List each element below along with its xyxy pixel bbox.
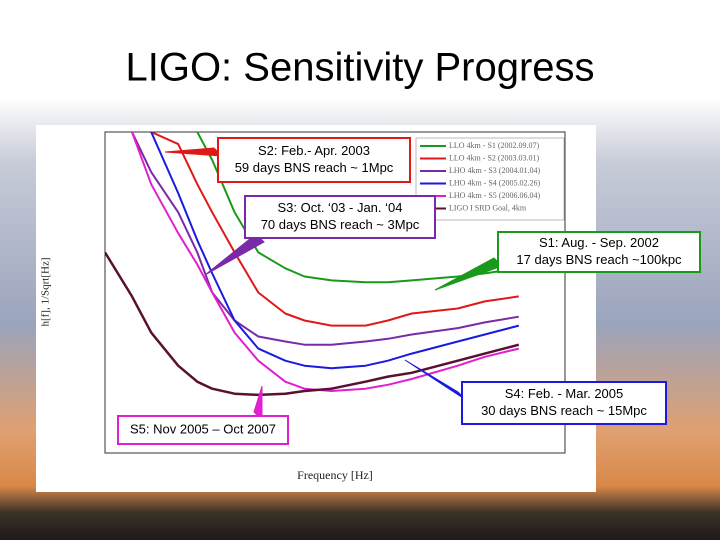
- spectrum-line: [196, 132, 519, 284]
- callout-text: 17 days BNS reach ~100kpc: [516, 252, 682, 267]
- callout-text: S5: Nov 2005 – Oct 2007: [130, 421, 276, 436]
- callout-box: [497, 231, 701, 273]
- callout-text: S4: Feb. - Mar. 2005: [505, 386, 624, 401]
- callout-text: 59 days BNS reach ~ 1Mpc: [235, 160, 394, 175]
- spectrum-line: [105, 251, 520, 397]
- legend-label: LHO 4km - S4 (2005.02.26): [449, 178, 540, 187]
- curves: [105, 132, 520, 397]
- callout-text: S2: Feb.- Apr. 2003: [258, 143, 370, 158]
- spectrum-line: [131, 132, 520, 392]
- y-axis-label: h[f], 1/Sqrt[Hz]: [40, 257, 52, 326]
- legend-label: LLO 4km - S1 (2002.09.07): [449, 141, 540, 150]
- callouts: S2: Feb.- Apr. 2003 59 days BNS reach ~ 1…: [117, 137, 701, 445]
- callout-text: 70 days BNS reach ~ 3Mpc: [261, 217, 420, 232]
- legend-label: LHO 4km - S5 (2006.06.04): [449, 191, 540, 200]
- legend: [415, 137, 565, 221]
- callout-box: [217, 137, 411, 183]
- callout-box: [117, 415, 289, 445]
- plot-frame: [104, 131, 566, 454]
- legend-label: LIGO I SRD Goal, 4km: [449, 203, 527, 212]
- spectrum-line: [150, 132, 520, 370]
- callout-box: [244, 195, 436, 239]
- spectrum-line: [150, 132, 519, 327]
- legend-label: LLO 4km - S2 (2003.03.01): [449, 153, 540, 162]
- spectrum-line: [131, 132, 519, 346]
- slide-title: LIGO: Sensitivity Progress: [125, 46, 594, 90]
- callout-box: [461, 381, 667, 425]
- callout-text: S3: Oct. ‘03 - Jan. ‘04: [277, 200, 402, 215]
- x-axis-label: Frequency [Hz]: [297, 468, 373, 482]
- callout-text: S1: Aug. - Sep. 2002: [539, 235, 659, 250]
- legend-label: LHO 4km - S3 (2004.01.04): [449, 166, 540, 175]
- callout-text: 30 days BNS reach ~ 15Mpc: [481, 403, 647, 418]
